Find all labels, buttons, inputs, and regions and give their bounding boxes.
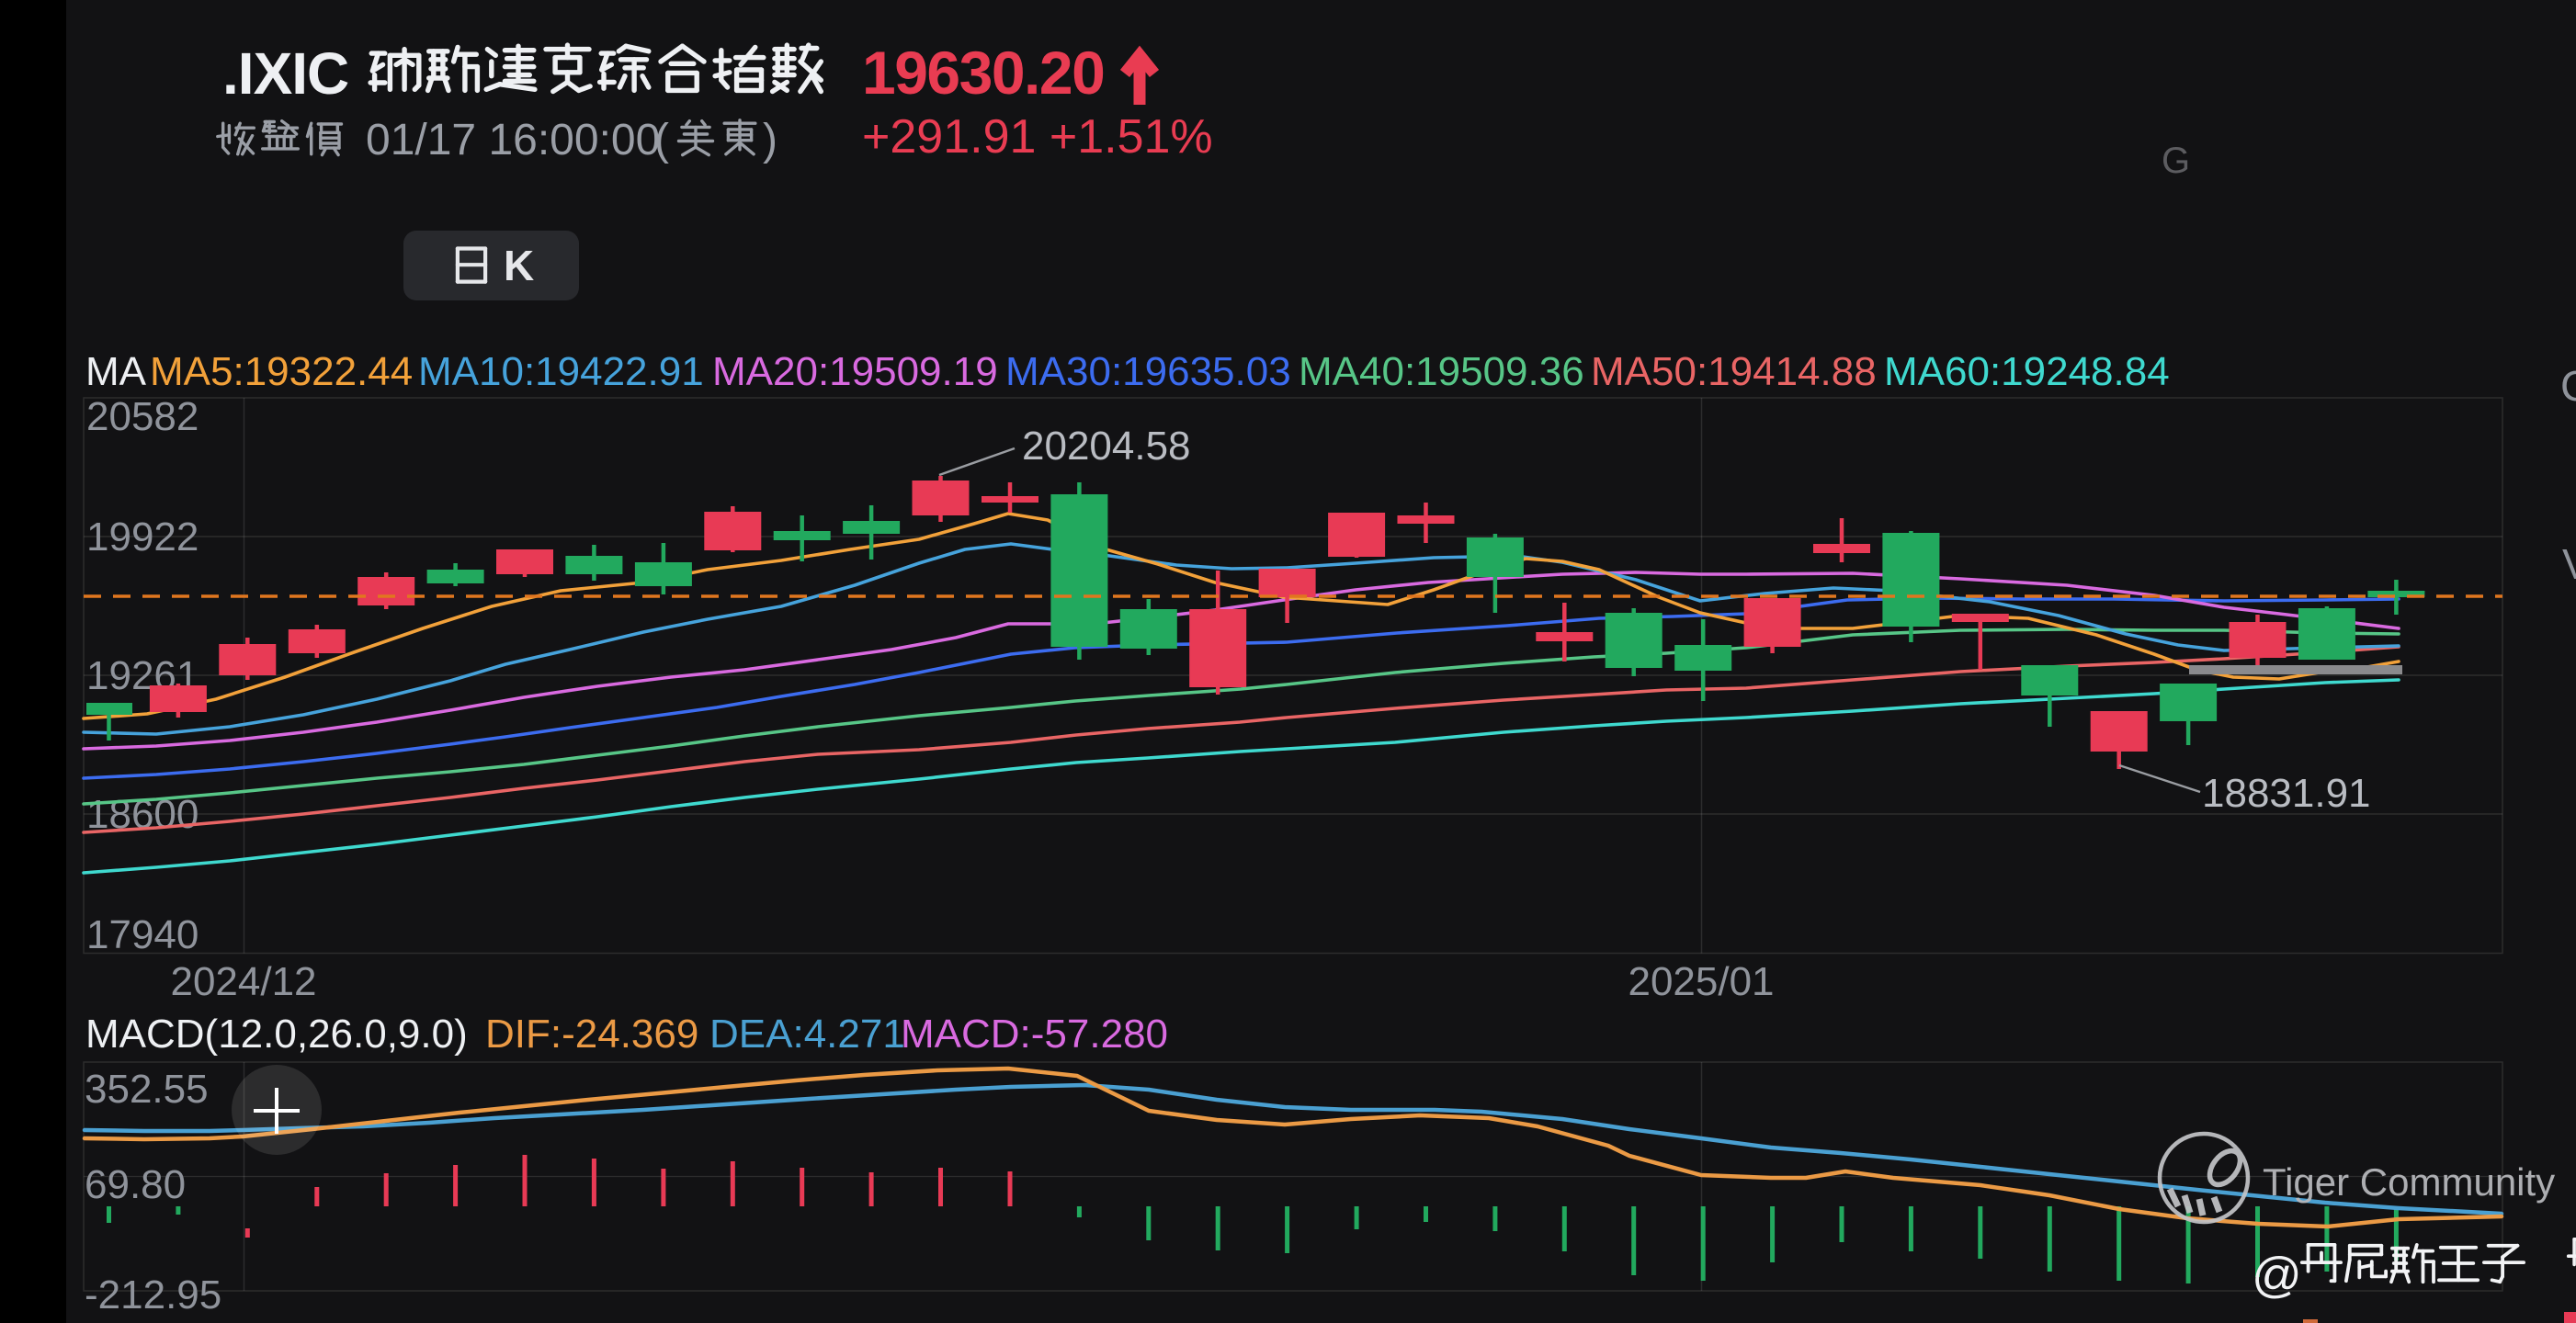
svg-text:MA: MA xyxy=(85,349,147,394)
svg-text:MA5:19322.44: MA5:19322.44 xyxy=(150,349,413,394)
svg-text:MA20:19509.19: MA20:19509.19 xyxy=(712,349,998,394)
svg-text:2025/01: 2025/01 xyxy=(1628,959,1774,1004)
svg-text:MACD(12.0,26.0,9.0): MACD(12.0,26.0,9.0) xyxy=(85,1012,468,1057)
svg-text:MA60:19248.84: MA60:19248.84 xyxy=(1884,349,2170,394)
svg-text:20204.58: 20204.58 xyxy=(1022,424,1191,469)
svg-text:Tiger Community: Tiger Community xyxy=(2263,1160,2555,1204)
svg-text:19922: 19922 xyxy=(86,514,199,560)
svg-text:.IXIC: .IXIC xyxy=(222,40,348,107)
svg-text:20582: 20582 xyxy=(86,394,199,439)
svg-text:-212.95: -212.95 xyxy=(85,1272,221,1317)
svg-text:K: K xyxy=(504,242,534,289)
svg-text:V: V xyxy=(2562,540,2576,588)
svg-text:G: G xyxy=(2162,141,2190,181)
svg-text:17940: 17940 xyxy=(86,912,199,957)
svg-text:352.55: 352.55 xyxy=(85,1067,209,1112)
svg-text:MA50:19414.88: MA50:19414.88 xyxy=(1591,349,1877,394)
svg-text:MA10:19422.91: MA10:19422.91 xyxy=(418,349,704,394)
svg-text:): ) xyxy=(763,116,777,164)
svg-text:MACD:-57.280: MACD:-57.280 xyxy=(901,1012,1168,1057)
svg-text:2024/12: 2024/12 xyxy=(170,959,316,1004)
svg-text:DIF:-24.369: DIF:-24.369 xyxy=(485,1012,698,1057)
svg-text:01/17 16:00:00: 01/17 16:00:00 xyxy=(366,116,660,164)
svg-text:18831.91: 18831.91 xyxy=(2202,771,2371,816)
svg-text:+291.91 +1.51%: +291.91 +1.51% xyxy=(862,110,1213,164)
svg-text:MA40:19509.36: MA40:19509.36 xyxy=(1299,349,1584,394)
svg-text:@: @ xyxy=(2252,1248,2302,1303)
svg-text:C: C xyxy=(2560,362,2576,410)
svg-text:19630.20: 19630.20 xyxy=(862,39,1104,107)
svg-text:DEA:4.271: DEA:4.271 xyxy=(709,1012,905,1057)
svg-text:(: ( xyxy=(654,116,669,164)
svg-text:69.80: 69.80 xyxy=(85,1162,186,1207)
svg-text:MA30:19635.03: MA30:19635.03 xyxy=(1005,349,1291,394)
